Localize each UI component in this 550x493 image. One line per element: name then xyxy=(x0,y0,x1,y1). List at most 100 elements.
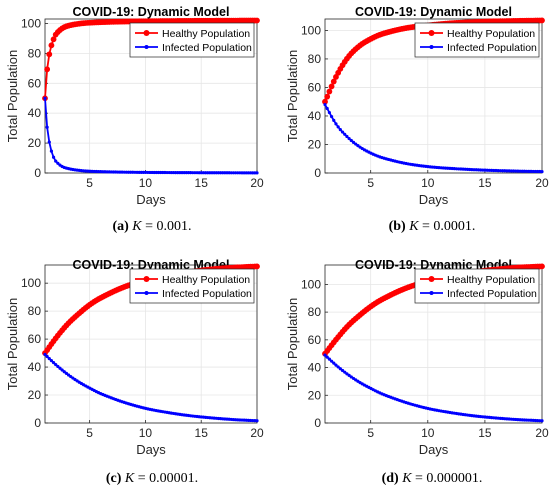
y-tick-label: 20 xyxy=(28,136,42,150)
series-infected-population xyxy=(323,353,544,423)
y-tick-label: 100 xyxy=(301,277,321,291)
data-point xyxy=(338,367,342,371)
caption-value: = 0.001. xyxy=(142,219,192,234)
y-tick-label: 0 xyxy=(34,416,41,430)
data-point xyxy=(58,366,62,370)
data-point xyxy=(51,155,56,159)
data-point xyxy=(327,110,331,115)
y-tick-label: 80 xyxy=(308,52,322,66)
y-tick-label: 40 xyxy=(28,360,42,374)
data-point xyxy=(328,83,335,90)
data-point xyxy=(43,96,47,100)
data-point xyxy=(49,359,54,363)
legend-box xyxy=(129,268,255,304)
legend-box xyxy=(129,22,255,58)
y-tick-label: 60 xyxy=(28,332,42,346)
data-point xyxy=(254,263,260,270)
legend-label: Healthy Population xyxy=(447,28,535,40)
legend-box xyxy=(414,22,540,58)
data-point xyxy=(340,368,345,373)
x-axis-label: Days xyxy=(136,192,166,207)
axes-frame xyxy=(44,264,258,424)
data-point xyxy=(255,419,259,423)
data-point xyxy=(334,363,338,367)
caption-variable: K xyxy=(124,471,135,486)
x-tick-label: 10 xyxy=(139,176,153,190)
data-point xyxy=(539,17,545,24)
data-point xyxy=(325,355,329,359)
legend: Healthy Population Infected Population xyxy=(414,268,540,304)
data-point xyxy=(345,372,349,376)
x-tick-label: 15 xyxy=(195,426,209,440)
caption-value: = 0.0001. xyxy=(419,219,476,234)
caption-label: (c) xyxy=(106,471,125,486)
x-tick-label: 20 xyxy=(250,426,264,440)
legend-label: Healthy Population xyxy=(162,274,250,286)
data-point xyxy=(254,17,260,24)
data-point xyxy=(45,354,49,359)
data-point xyxy=(343,370,347,374)
x-tick-label: 10 xyxy=(139,426,153,440)
x-tick-label: 15 xyxy=(478,176,492,190)
data-point xyxy=(338,127,342,132)
x-tick-label: 5 xyxy=(367,176,374,190)
figure-caption: (d) K = 0.000001. xyxy=(382,471,483,486)
caption-value: = 0.00001. xyxy=(134,471,198,486)
caption-variable: K xyxy=(401,471,412,486)
data-point xyxy=(56,364,60,369)
y-tick-label: 20 xyxy=(28,388,42,402)
x-tick-label: 5 xyxy=(86,426,93,440)
data-point xyxy=(347,136,351,141)
x-tick-label: 10 xyxy=(421,176,435,190)
y-tick-label: 20 xyxy=(308,388,322,402)
legend-label: Infected Population xyxy=(162,42,252,54)
y-tick-label: 40 xyxy=(308,361,322,375)
axes-frame xyxy=(324,264,543,424)
legend-box xyxy=(414,268,540,304)
figure-caption: (a) K = 0.001. xyxy=(112,219,191,234)
chart-title: COVID-19: Dynamic Model xyxy=(355,258,512,272)
y-axis-label: Total Population xyxy=(285,50,300,143)
data-point xyxy=(46,51,53,58)
chart-panel-3: 5 10 15 20 0 20 40 60 80 100 COVID-19: Dynamic Mod… xyxy=(5,258,264,486)
legend-label: Healthy Population xyxy=(447,274,535,286)
x-tick-label: 5 xyxy=(367,426,374,440)
y-tick-label: 80 xyxy=(308,305,322,319)
data-point xyxy=(43,352,47,357)
y-tick-label: 20 xyxy=(308,137,322,151)
legend: Healthy Population Infected Population xyxy=(129,268,255,304)
x-tick-label: 20 xyxy=(535,426,549,440)
legend-marker xyxy=(144,291,149,295)
legend-marker xyxy=(428,276,435,282)
caption-variable: K xyxy=(408,219,419,234)
y-tick-label: 0 xyxy=(314,416,321,430)
y-tick-label: 0 xyxy=(314,166,321,180)
data-point xyxy=(329,114,334,119)
y-tick-label: 100 xyxy=(301,23,321,37)
data-point xyxy=(539,263,545,270)
data-point xyxy=(340,130,345,134)
data-point xyxy=(336,365,340,369)
chart-title: COVID-19: Dynamic Model xyxy=(73,5,230,19)
series-infected-population xyxy=(43,352,259,423)
legend-marker xyxy=(428,30,435,36)
x-tick-label: 5 xyxy=(86,176,93,190)
legend: Healthy Population Infected Population xyxy=(129,22,255,58)
data-point xyxy=(50,36,57,43)
series-infected-population xyxy=(43,96,259,175)
data-point xyxy=(540,419,544,423)
legend-label: Infected Population xyxy=(447,42,537,54)
data-point xyxy=(47,140,51,144)
data-point xyxy=(351,140,356,144)
x-tick-label: 15 xyxy=(195,176,209,190)
caption-value: = 0.000001. xyxy=(412,471,483,486)
y-tick-label: 60 xyxy=(308,80,322,94)
chart-panel-1: 5 10 15 20 0 20 40 60 80 100 COVID-19: Dynamic Mod… xyxy=(5,5,264,234)
caption-label: (a) xyxy=(112,219,132,234)
legend-marker xyxy=(143,30,150,36)
legend-label: Healthy Population xyxy=(162,28,250,40)
data-point xyxy=(343,132,347,136)
data-point xyxy=(49,149,54,153)
data-point xyxy=(60,368,64,372)
